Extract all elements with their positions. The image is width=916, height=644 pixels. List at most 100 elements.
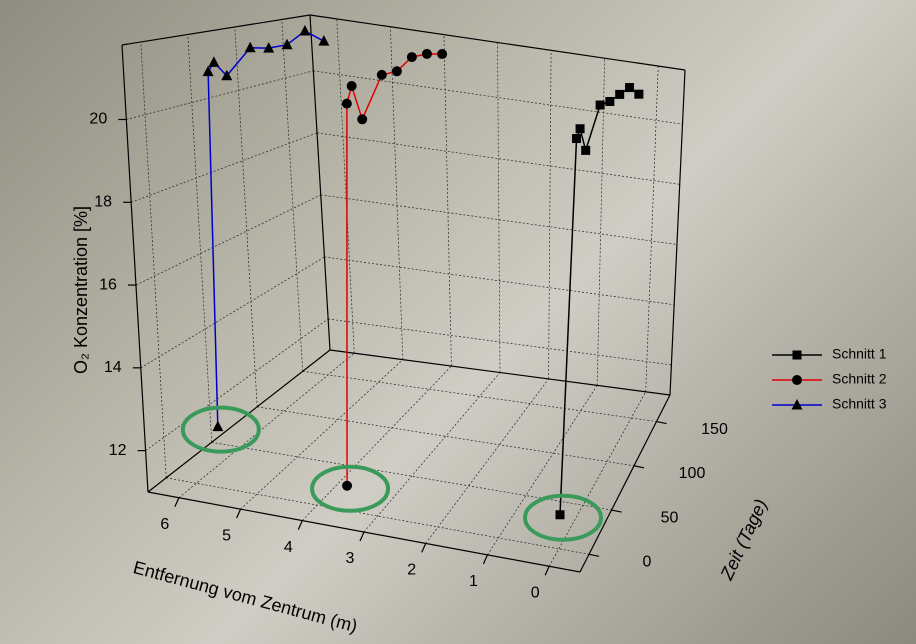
y-tick-label: 100 xyxy=(679,465,706,482)
grid-line xyxy=(281,19,304,372)
grid-line xyxy=(140,41,167,478)
y-tick xyxy=(611,509,622,513)
marker xyxy=(208,56,220,67)
marker xyxy=(299,25,311,36)
grid-line xyxy=(443,34,452,367)
x-tick xyxy=(421,543,427,553)
highlight-ellipse xyxy=(310,464,391,513)
axis-edge xyxy=(147,349,331,493)
grid-line xyxy=(487,385,598,556)
z-tick-label: 12 xyxy=(109,442,127,459)
marker xyxy=(575,124,585,134)
series-line xyxy=(207,30,325,427)
y-tick xyxy=(656,420,667,425)
x-tick xyxy=(482,554,488,565)
x-tick xyxy=(236,508,242,519)
grid-layer xyxy=(126,18,683,567)
grid-line xyxy=(234,26,258,407)
grid-line xyxy=(497,42,501,373)
marker xyxy=(625,83,635,93)
grid-line xyxy=(328,318,672,366)
y-axis-title: Zeit (Tage) xyxy=(716,496,771,584)
marker xyxy=(572,134,582,144)
marker xyxy=(791,399,803,410)
x-tick xyxy=(359,531,365,542)
legend: Schnitt 1 Schnitt 2 Schnitt 3 xyxy=(772,346,887,412)
marker xyxy=(357,114,368,125)
z-tick-label: 14 xyxy=(104,359,122,376)
grid-line xyxy=(548,50,552,379)
data-layer xyxy=(180,25,644,542)
marker xyxy=(595,100,605,110)
x-axis-title: Entfernung vom Zentrum (m) xyxy=(131,557,359,636)
marker xyxy=(555,510,565,520)
grid-line xyxy=(645,66,659,392)
marker xyxy=(391,66,402,77)
z-tick-label: 20 xyxy=(89,111,107,128)
axis-edge xyxy=(309,14,331,351)
marker xyxy=(341,98,352,109)
grid-line xyxy=(336,18,355,354)
marker xyxy=(792,350,802,360)
marker xyxy=(244,41,256,53)
grid-line xyxy=(390,26,404,360)
x-tick xyxy=(544,566,550,576)
marker xyxy=(792,375,802,385)
x-tick-label: 0 xyxy=(531,585,540,602)
x-tick-label: 3 xyxy=(346,550,355,567)
highlight-ellipse xyxy=(180,405,261,454)
axis-edge xyxy=(669,69,686,396)
highlight-ellipse xyxy=(523,493,604,542)
marker xyxy=(605,96,615,106)
grid-line xyxy=(363,372,501,533)
grid-line xyxy=(316,132,680,185)
z-axis-title: O₂ Konzentration [%] xyxy=(71,206,91,374)
grid-line xyxy=(548,391,647,567)
marker xyxy=(212,420,224,432)
grid-line xyxy=(240,359,404,510)
axis-edge xyxy=(329,349,671,396)
marker xyxy=(406,52,417,63)
y-tick xyxy=(633,465,645,469)
grid-line xyxy=(324,256,675,306)
y-tick-label: 150 xyxy=(701,421,728,438)
marker xyxy=(376,69,387,80)
x-tick xyxy=(297,520,303,530)
axis-edge xyxy=(309,14,686,71)
axis-edge xyxy=(121,14,311,46)
legend-label: Schnitt 2 xyxy=(832,371,887,387)
legend-label: Schnitt 1 xyxy=(832,346,887,362)
x-tick-label: 2 xyxy=(407,562,416,579)
grid-line xyxy=(135,194,321,286)
marker xyxy=(281,38,293,50)
z-tick-label: 18 xyxy=(94,193,112,210)
grid-line xyxy=(302,365,452,521)
marker xyxy=(221,69,233,81)
x-tick-label: 4 xyxy=(284,539,293,556)
marker xyxy=(634,89,644,99)
grid-line xyxy=(145,318,329,451)
x-tick xyxy=(174,497,180,507)
x-tick-label: 1 xyxy=(469,573,478,590)
marker xyxy=(263,42,275,53)
grid-line xyxy=(178,352,355,498)
marker xyxy=(346,81,357,92)
grid-line xyxy=(126,70,314,120)
axis-edge xyxy=(579,394,671,573)
grid-line xyxy=(131,132,318,203)
x-tick-label: 5 xyxy=(222,527,231,544)
marker xyxy=(437,49,448,60)
marker xyxy=(581,145,591,155)
series-line xyxy=(559,86,640,515)
legend-label: Schnitt 3 xyxy=(832,396,887,412)
marker xyxy=(318,35,330,46)
x-tick-label: 6 xyxy=(160,516,169,533)
marker xyxy=(202,65,214,77)
grid-line xyxy=(257,406,635,467)
marker xyxy=(421,48,432,59)
grid-line xyxy=(187,34,213,443)
grid-line xyxy=(302,370,657,422)
marker xyxy=(615,89,625,99)
